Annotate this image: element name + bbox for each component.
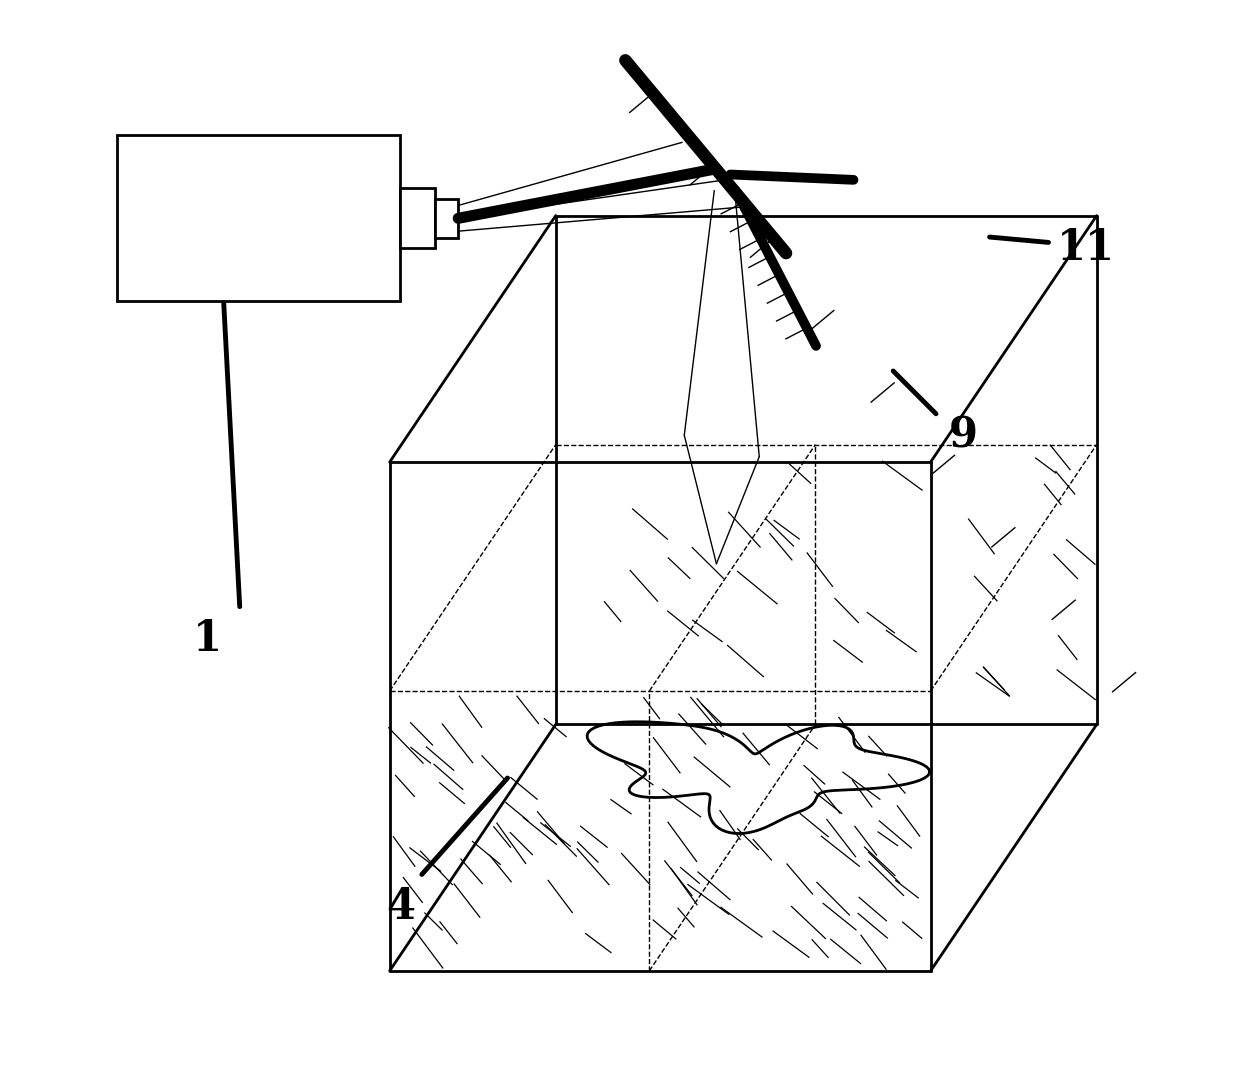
Bar	[117, 135, 401, 302]
Text: 9: 9	[949, 415, 977, 456]
Bar	[401, 188, 435, 248]
Bar	[435, 199, 459, 237]
Text: 4: 4	[386, 886, 415, 928]
Text: 11: 11	[1056, 227, 1115, 268]
Text: 1: 1	[193, 618, 222, 659]
